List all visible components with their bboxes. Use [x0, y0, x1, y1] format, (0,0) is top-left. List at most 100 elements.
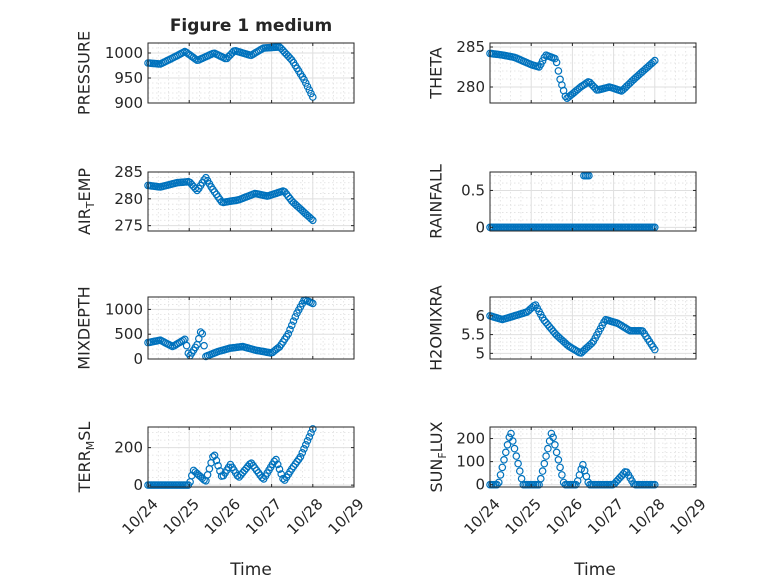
terr-msl-y-axis-label: TERRMSL: [75, 422, 98, 494]
theta-data-point: [582, 79, 591, 87]
pressure-data-point: [305, 86, 314, 94]
h2omixra-data-point: [650, 345, 659, 354]
mixdepth-series: [144, 296, 317, 361]
terr-msl-data-point: [210, 451, 219, 460]
theta-plot-area: [490, 43, 696, 103]
sun-flux-data-point: [577, 465, 586, 473]
mixdepth-data-point: [200, 341, 208, 350]
terr-msl-major-grid: [147, 427, 355, 487]
pressure-axes-box: [147, 42, 355, 104]
pressure-y-tick-label: 900: [114, 94, 143, 112]
sun-flux-series: [486, 429, 659, 489]
h2omixra-series: [486, 301, 659, 357]
terr-msl-data-point: [279, 474, 287, 483]
subplot-air-temp: 275 280 285 AIRTEMP: [75, 163, 355, 235]
figure-title: Figure 1 medium: [170, 16, 332, 36]
rainfall-axes-box: [489, 171, 697, 232]
sun-flux-y-tick-label: 0: [475, 476, 485, 494]
sun-flux-data-point: [512, 452, 521, 460]
theta-data-point: [591, 84, 600, 92]
terr-msl-data-point: [300, 444, 308, 453]
mixdepth-data-point: [179, 336, 187, 345]
x-axis-label-left: Time: [229, 560, 272, 580]
sun-flux-data-point: [551, 440, 559, 449]
mixdepth-data-point: [195, 334, 203, 343]
sun-flux-data-point: [619, 470, 628, 478]
sun-flux-data-point: [542, 452, 550, 460]
mixdepth-y-tick-label: 500: [114, 325, 143, 343]
terr-msl-axes-box: [147, 426, 355, 488]
sun-flux-data-point: [503, 440, 512, 449]
h2omixra-y-tick-label: 5.5: [461, 326, 485, 344]
terr-msl-data-point: [305, 433, 314, 441]
x-axis-label-right: Time: [573, 560, 616, 580]
air-temp-axes-box: [147, 171, 355, 232]
sun-flux-data-point: [552, 448, 561, 457]
terr-msl-y-tick-label: 0: [133, 476, 143, 494]
mixdepth-data-point: [291, 313, 300, 321]
mixdepth-y-tick-label: 1000: [105, 300, 143, 318]
rainfall-minor-grid: [490, 172, 696, 231]
mixdepth-y-axis-label: MIXDEPTH: [75, 286, 94, 369]
air-temp-y-tick-label: 280: [114, 190, 143, 208]
mixdepth-data-point: [287, 321, 296, 330]
sun-flux-data-point: [500, 455, 508, 464]
air-temp-data-point: [200, 176, 208, 184]
sun-flux-data-point: [544, 444, 552, 453]
pressure-y-axis-label: PRESSURE: [75, 31, 94, 115]
sun-flux-data-point: [507, 429, 515, 438]
air-temp-y-tick-label: 275: [114, 217, 143, 235]
theta-data-point: [551, 54, 559, 63]
theta-data-point: [649, 58, 657, 67]
theta-y-tick-label: 280: [456, 78, 485, 96]
air-temp-data-point: [307, 214, 315, 223]
subplot-theta: 280 285 THETA: [427, 38, 697, 104]
terr-msl-series: [144, 425, 317, 489]
sun-flux-data-point: [536, 474, 545, 483]
sun-flux-y-tick-label: 100: [456, 453, 485, 471]
pressure-y-tick-label: 1000: [105, 44, 143, 62]
mixdepth-data-point: [196, 328, 205, 336]
sun-flux-major-grid: [489, 427, 697, 487]
theta-data-point: [540, 53, 549, 62]
air-temp-data-point: [308, 216, 317, 225]
sun-flux-data-point: [514, 459, 522, 468]
sun-flux-data-point: [501, 448, 510, 457]
subplot-h2omixra: 55.56 H2OMIXRA: [427, 285, 697, 371]
air-temp-data-point: [280, 188, 289, 196]
sun-flux-data-point: [493, 480, 501, 489]
sun-flux-data-point: [558, 471, 566, 479]
theta-data-point: [650, 56, 659, 65]
terr-msl-data-point: [307, 429, 315, 437]
terr-msl-data-point: [301, 440, 310, 449]
sun-flux-data-point: [556, 463, 564, 472]
mixdepth-axes-box: [147, 296, 355, 360]
terr-msl-data-point: [273, 460, 282, 469]
h2omixra-y-axis-label: H2OMIXRA: [427, 285, 446, 371]
terr-msl-data-point: [275, 465, 284, 474]
mixdepth-data-point: [286, 325, 294, 334]
sun-flux-data-point: [554, 455, 563, 464]
pressure-y-tick-label: 950: [114, 69, 143, 87]
rainfall-y-tick-label: 0.5: [461, 181, 485, 199]
theta-series: [486, 49, 659, 103]
sun-flux-data-point: [508, 437, 517, 445]
sun-flux-data-point: [650, 480, 659, 489]
subplot-pressure: 900 950 1000 PRESSURE: [75, 31, 355, 115]
sun-flux-data-point: [538, 467, 547, 475]
sun-flux-y-tick-label: 200: [456, 430, 485, 448]
mixdepth-y-tick-label: 0: [133, 350, 143, 368]
theta-y-tick-label: 285: [456, 38, 485, 56]
mixdepth-data-point: [308, 299, 317, 308]
terr-msl-plot-area: [148, 427, 354, 487]
sun-flux-data-point: [498, 463, 507, 472]
sun-flux-data-point: [515, 467, 524, 475]
mixdepth-data-point: [289, 317, 298, 325]
theta-y-axis-label: THETA: [427, 47, 446, 99]
h2omixra-data-point: [587, 339, 596, 348]
terr-msl-data-point: [258, 473, 266, 482]
sun-flux-data-point: [510, 444, 519, 453]
terr-msl-data-point: [296, 452, 305, 461]
